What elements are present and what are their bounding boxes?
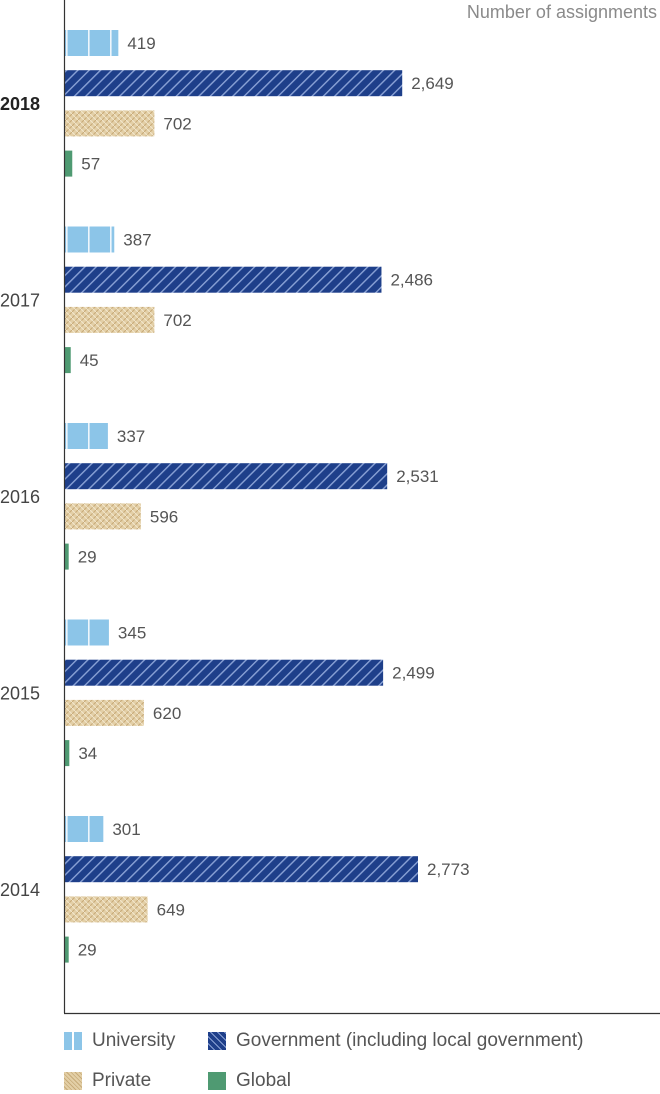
value-label-global-2017: 45: [80, 351, 99, 370]
value-label-global-2018: 57: [81, 155, 100, 174]
labels-layer: 419 2,649 702 57 2018 387 2,486 702 45 2017 337 2,5…: [0, 34, 470, 960]
value-label-university-2014: 301: [112, 820, 140, 839]
year-label-2015: 2015: [0, 684, 40, 704]
bar-university-2015: [65, 619, 109, 646]
bar-global-2014: [65, 936, 69, 963]
value-label-private-2018: 702: [163, 114, 191, 133]
bar-government-2018: [65, 70, 403, 97]
bar-government-2014: [65, 856, 418, 883]
legend-swatch-global: [208, 1072, 226, 1090]
value-label-government-2014: 2,773: [427, 860, 470, 879]
x-unit-label: Number of assignments: [467, 2, 657, 22]
legend-label-global: Global: [236, 1070, 291, 1091]
value-label-university-2016: 337: [117, 427, 145, 446]
value-label-global-2015: 34: [78, 744, 97, 763]
value-label-private-2015: 620: [153, 704, 181, 723]
bar-private-2014: [65, 896, 148, 923]
bar-private-2015: [65, 699, 144, 726]
value-label-government-2016: 2,531: [396, 467, 439, 486]
bar-government-2016: [65, 463, 388, 490]
bar-global-2017: [65, 347, 71, 374]
bar-university-2014: [65, 816, 104, 842]
bar-chart: Number of assignments 419 2,649 702 57 2018 3…: [0, 0, 660, 1015]
legend-swatch-university: [64, 1032, 82, 1050]
legend-swatch-private: [64, 1072, 82, 1090]
bar-government-2017: [65, 266, 382, 293]
legend-item-global: Global: [208, 1070, 291, 1092]
year-label-2016: 2016: [0, 487, 40, 507]
value-label-university-2018: 419: [127, 34, 155, 53]
legend-label-government: Government (including local government): [236, 1030, 584, 1051]
legend-swatch-government: [208, 1032, 226, 1050]
legend-item-private: Private: [64, 1070, 151, 1092]
year-label-2017: 2017: [0, 291, 40, 311]
year-label-2014: 2014: [0, 880, 40, 900]
value-label-private-2014: 649: [157, 900, 185, 919]
value-label-global-2016: 29: [78, 548, 97, 567]
bar-government-2015: [65, 659, 384, 686]
bar-private-2018: [65, 110, 155, 137]
legend-item-university: University: [64, 1030, 175, 1052]
value-label-government-2018: 2,649: [411, 74, 454, 93]
bar-global-2018: [65, 150, 73, 177]
value-label-private-2017: 702: [163, 311, 191, 330]
bar-private-2017: [65, 306, 155, 333]
value-label-university-2015: 345: [118, 624, 146, 643]
bar-global-2015: [65, 740, 70, 767]
legend-label-university: University: [92, 1030, 176, 1051]
value-label-government-2017: 2,486: [390, 271, 433, 290]
year-label-2018: 2018: [0, 94, 40, 114]
value-label-global-2014: 29: [78, 941, 97, 960]
bar-university-2017: [65, 226, 115, 253]
legend-item-government: Government (including local government): [208, 1030, 583, 1052]
bar-private-2016: [65, 503, 141, 530]
bars-layer: [65, 30, 418, 963]
value-label-government-2015: 2,499: [392, 664, 435, 683]
bar-university-2018: [65, 30, 119, 56]
bar-university-2016: [65, 423, 108, 449]
bar-global-2016: [65, 543, 69, 570]
value-label-private-2016: 596: [150, 507, 178, 526]
legend-label-private: Private: [92, 1070, 152, 1091]
value-label-university-2017: 387: [123, 231, 151, 250]
